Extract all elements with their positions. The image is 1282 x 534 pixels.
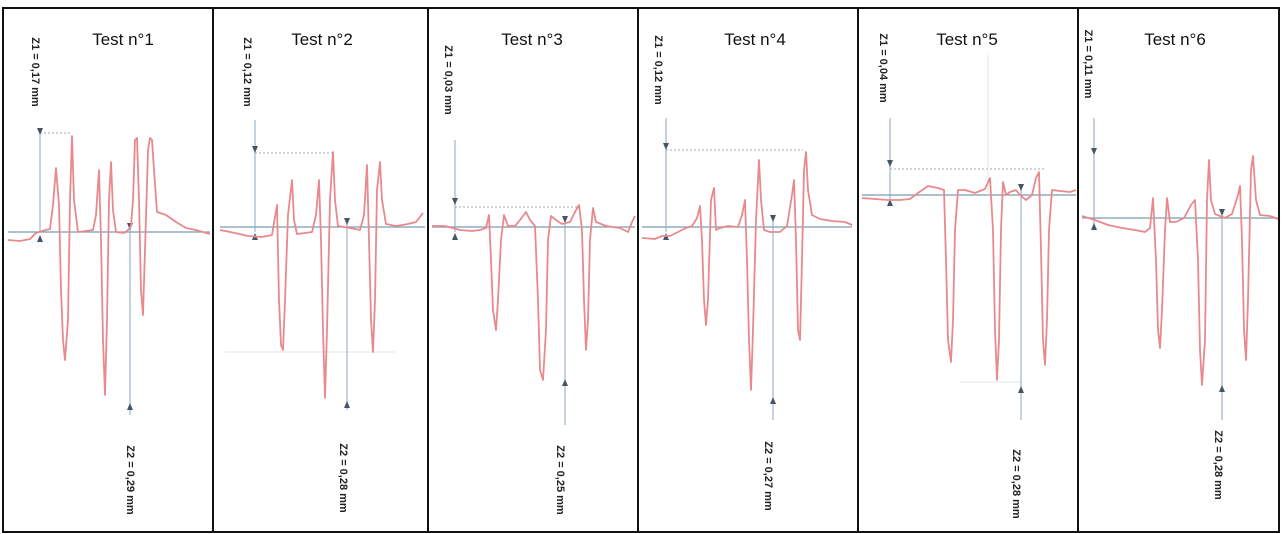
z1-arrow-down-icon (37, 128, 43, 135)
z2-arrow-down-icon (1018, 184, 1024, 191)
panel-title: Test n°5 (936, 30, 998, 49)
z2-arrow-up-icon (127, 403, 133, 410)
z1-arrow-up-icon (452, 233, 458, 240)
z1-arrow-down-icon (452, 198, 458, 205)
surface-profile-curve (432, 204, 636, 381)
z1-label: Z1 = 0,17 mm (29, 37, 41, 107)
surface-profile-curve (7, 135, 211, 396)
z1-arrow-up-icon (37, 235, 43, 242)
z1-arrow-up-icon (887, 199, 893, 206)
z2-label: Z2 = 0,29 mm (124, 445, 136, 515)
z2-arrow-up-icon (344, 401, 350, 408)
figure-frame (2, 7, 1280, 533)
z1-arrow-down-icon (252, 146, 258, 153)
panel-title: Test n°6 (1144, 30, 1206, 49)
panel-title: Test n°1 (92, 30, 154, 49)
z2-arrow-down-icon (1219, 209, 1225, 216)
z2-arrow-down-icon (344, 218, 350, 225)
z2-label: Z2 = 0,28 mm (1212, 430, 1224, 500)
surface-profile-curve (641, 151, 853, 391)
panel-test-4: Test n°4 Z1 = 0,12 mm Z2 = 0,27 mm (641, 30, 853, 511)
z2-arrow-down-icon (770, 215, 776, 222)
z1-label: Z1 = 0,04 mm (877, 33, 889, 103)
panel-title: Test n°2 (291, 30, 353, 49)
panel-title: Test n°4 (724, 30, 786, 49)
z2-arrow-up-icon (1018, 386, 1024, 393)
surface-profile-curve (219, 151, 424, 399)
panel-test-6: Test n°6 Z1 = 0,11 mm Z2 = 0,28 mm (1081, 30, 1279, 500)
z2-arrow-up-icon (1219, 385, 1225, 392)
panel-title: Test n°3 (501, 30, 563, 49)
z1-label: Z1 = 0,11 mm (1082, 30, 1094, 99)
panel-test-5: Test n°5 Z1 = 0,04 mm Z2 = 0,28 mm (861, 30, 1077, 519)
z1-label: Z1 = 0,03 mm (442, 45, 454, 115)
panel-test-2: Test n°2 Z1 = 0,12 mm Z2 = 0,28 mm (219, 30, 425, 513)
z1-arrow-up-icon (1091, 223, 1097, 230)
surface-profile-curve (1081, 155, 1279, 386)
z1-label: Z1 = 0,12 mm (241, 37, 253, 107)
z1-arrow-down-icon (663, 143, 669, 150)
surface-profile-curve (861, 171, 1077, 381)
z1-arrow-down-icon (887, 160, 893, 167)
z2-arrow-down-icon (562, 216, 568, 223)
panel-test-3: Test n°3 Z1 = 0,03 mm Z2 = 0,25 mm (432, 30, 636, 515)
z2-label: Z2 = 0,27 mm (762, 441, 774, 511)
z2-arrow-up-icon (770, 397, 776, 404)
z2-arrow-up-icon (562, 379, 568, 386)
z2-label: Z2 = 0,28 mm (337, 443, 349, 513)
z1-label: Z1 = 0,12 mm (652, 35, 664, 105)
panel-test-1: Test n°1 Z1 = 0,17 mm Z2 = 0,29 mm (7, 30, 211, 515)
z2-label: Z2 = 0,25 mm (554, 445, 566, 515)
z1-arrow-down-icon (1091, 148, 1097, 155)
z2-label: Z2 = 0,28 mm (1010, 449, 1022, 519)
